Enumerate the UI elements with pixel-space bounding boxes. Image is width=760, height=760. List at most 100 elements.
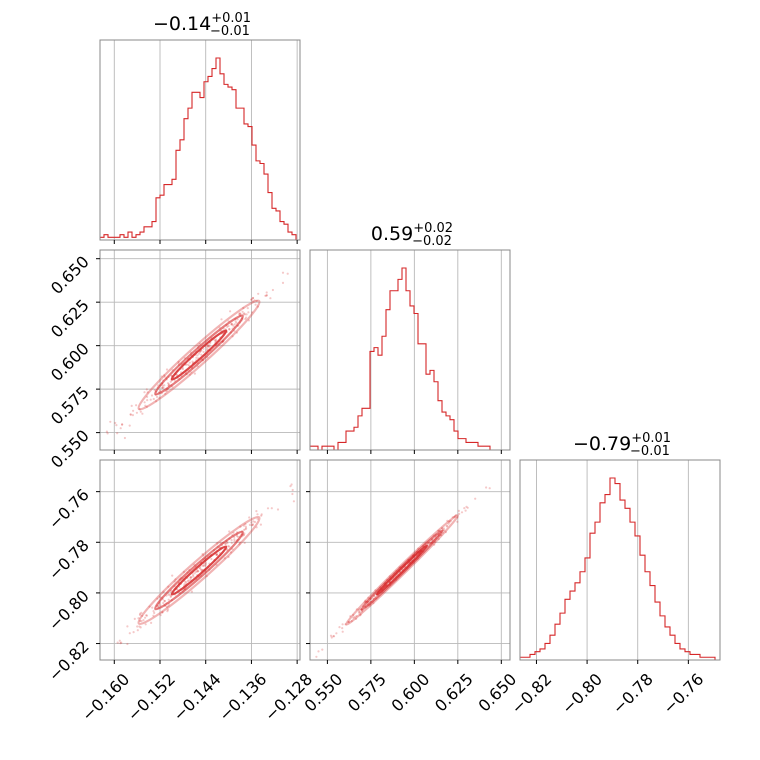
sample-point bbox=[255, 510, 258, 513]
density-contour bbox=[375, 544, 429, 596]
sample-point bbox=[446, 524, 449, 527]
sample-point bbox=[448, 520, 451, 523]
sample-point bbox=[427, 542, 430, 546]
sample-point bbox=[223, 557, 226, 560]
sample-point bbox=[216, 553, 219, 556]
density-contour bbox=[137, 299, 261, 411]
sample-point bbox=[169, 380, 172, 383]
sample-point bbox=[251, 523, 254, 526]
sample-point bbox=[255, 299, 258, 302]
density-contour bbox=[360, 529, 444, 611]
sample-point bbox=[348, 620, 351, 624]
sample-point bbox=[241, 310, 244, 313]
sample-point bbox=[142, 619, 145, 622]
sample-point bbox=[246, 307, 249, 310]
sample-point bbox=[230, 541, 233, 545]
sample-point bbox=[292, 500, 295, 503]
sample-point bbox=[453, 515, 456, 518]
sample-point bbox=[456, 516, 459, 519]
sample-cloud bbox=[105, 271, 289, 440]
sample-point bbox=[189, 576, 192, 579]
sample-point bbox=[269, 297, 272, 300]
sample-point bbox=[187, 579, 190, 582]
x-tick-label: 0.575 bbox=[344, 670, 390, 716]
sample-point bbox=[144, 623, 147, 626]
sample-point bbox=[332, 635, 336, 638]
sample-point bbox=[464, 509, 467, 512]
sample-point bbox=[177, 360, 180, 363]
sample-point bbox=[208, 344, 211, 347]
sample-point bbox=[137, 617, 140, 620]
sample-point bbox=[109, 420, 112, 423]
sample-point bbox=[265, 291, 268, 294]
sample-point bbox=[146, 399, 149, 402]
sample-point bbox=[443, 529, 446, 532]
sample-point bbox=[123, 436, 126, 440]
sample-point bbox=[159, 614, 162, 617]
sample-point bbox=[202, 350, 205, 354]
sample-point bbox=[132, 631, 135, 634]
sample-point bbox=[195, 356, 198, 359]
y-tick-label: −0.82 bbox=[45, 637, 93, 685]
sample-point bbox=[233, 540, 236, 543]
sample-point bbox=[152, 397, 155, 401]
sample-point bbox=[135, 404, 138, 407]
sample-point bbox=[126, 642, 129, 646]
x-tick-label: −0.152 bbox=[124, 670, 179, 725]
sample-point bbox=[237, 535, 240, 539]
sample-point bbox=[433, 543, 436, 546]
sample-point bbox=[148, 605, 151, 608]
sample-point bbox=[454, 514, 458, 517]
sample-point bbox=[193, 572, 196, 575]
sample-point bbox=[162, 386, 165, 389]
sample-point bbox=[185, 581, 188, 584]
sample-point bbox=[205, 575, 208, 578]
sample-point bbox=[163, 374, 166, 377]
sample-point bbox=[364, 599, 367, 602]
sample-point bbox=[289, 485, 292, 488]
sample-point bbox=[465, 505, 468, 508]
sample-point bbox=[341, 630, 344, 633]
sample-point bbox=[259, 523, 262, 526]
title-plus-error: +0.01 bbox=[631, 431, 671, 446]
sample-point bbox=[355, 614, 358, 618]
panel-title-1: −0.14+0.01 −0.01 bbox=[153, 11, 251, 39]
sample-point bbox=[173, 580, 176, 583]
panel-frame bbox=[99, 249, 301, 451]
sample-point bbox=[129, 413, 132, 416]
y-tick-label: 0.575 bbox=[47, 383, 93, 429]
sample-cloud bbox=[315, 486, 491, 658]
sample-point bbox=[224, 542, 227, 545]
sample-point bbox=[197, 569, 200, 573]
x-tick-label: −0.82 bbox=[507, 670, 555, 718]
sample-point bbox=[118, 639, 121, 642]
sample-point bbox=[239, 312, 242, 315]
sample-point bbox=[145, 388, 148, 391]
sample-point bbox=[442, 527, 446, 530]
sample-point bbox=[358, 608, 361, 611]
sample-point bbox=[352, 616, 355, 619]
sample-point bbox=[189, 577, 192, 580]
sample-point bbox=[140, 611, 143, 615]
sample-point bbox=[208, 345, 211, 348]
density-contour bbox=[137, 515, 261, 626]
sample-point bbox=[182, 570, 185, 574]
sample-point bbox=[215, 338, 218, 341]
sample-point bbox=[136, 625, 139, 628]
y-tick-label: 0.650 bbox=[47, 252, 93, 298]
sample-point bbox=[252, 296, 255, 300]
sample-point bbox=[239, 525, 242, 528]
sample-point bbox=[197, 570, 200, 573]
sample-point bbox=[141, 412, 144, 415]
sample-point bbox=[227, 324, 230, 328]
x-tick-label: 0.625 bbox=[431, 670, 477, 716]
sample-point bbox=[441, 527, 444, 530]
sample-point bbox=[145, 614, 148, 617]
sample-point bbox=[161, 384, 164, 387]
sample-point bbox=[167, 383, 171, 386]
sample-point bbox=[185, 363, 188, 366]
sample-point bbox=[191, 360, 194, 363]
sample-point bbox=[335, 632, 338, 635]
sample-point bbox=[229, 551, 233, 554]
sample-point bbox=[166, 382, 170, 385]
